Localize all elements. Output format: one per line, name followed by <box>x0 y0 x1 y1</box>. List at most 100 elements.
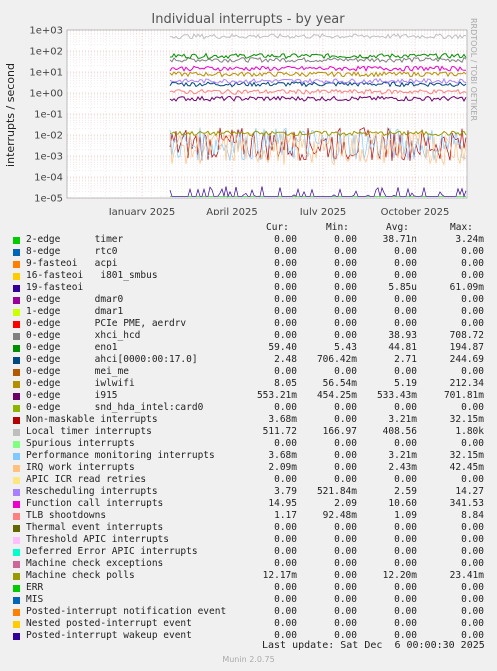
legend-row: APIC ICR read retries 0.00 0.00 0.00 0.00 <box>0 474 497 486</box>
legend-swatch <box>13 441 20 448</box>
legend-min-value: 0.00 <box>334 570 357 581</box>
legend-cur-value: 0.00 <box>274 546 297 557</box>
legend-cur-value: 0.00 <box>274 330 297 341</box>
legend-avg-value: 0.00 <box>394 606 417 617</box>
legend-cur-value: 0.00 <box>274 270 297 281</box>
legend-cur-value: 0.00 <box>274 534 297 545</box>
col-header-cur: Cur: <box>266 222 289 233</box>
legend-swatch <box>13 549 20 556</box>
legend-max-value: 708.72 <box>449 330 484 341</box>
legend-avg-value: 0.00 <box>394 618 417 629</box>
legend-cur-value: 2.48 <box>274 354 297 365</box>
legend-min-value: 0.00 <box>334 414 357 425</box>
x-tick-label: July 2025 <box>299 207 347 215</box>
legend-row: 19-fasteoi 0.00 0.00 5.85u 61.09m <box>0 282 497 294</box>
legend-swatch <box>13 429 20 436</box>
legend-swatch <box>13 237 20 244</box>
legend-label: 0-edge ahci[0000:00:17.0] <box>26 354 198 365</box>
legend-cur-value: 2.09m <box>268 462 297 473</box>
rrdtool-credit: RRDTOOL / TOBI OETIKER <box>469 18 478 121</box>
legend-max-value: 701.81m <box>443 390 484 401</box>
legend-label: 9-fasteoi acpi <box>26 258 118 269</box>
legend-max-value: 32.15m <box>449 414 484 425</box>
legend-avg-value: 2.43m <box>388 462 417 473</box>
series-lines <box>169 33 467 198</box>
legend-cur-value: 0.00 <box>274 630 297 641</box>
legend-cur-value: 1.17 <box>274 510 297 521</box>
legend-max-value: 32.15m <box>449 450 484 461</box>
legend-swatch <box>13 501 20 508</box>
legend-cur-value: 553.21m <box>256 390 297 401</box>
legend-swatch <box>13 405 20 412</box>
legend-min-value: 0.00 <box>334 258 357 269</box>
legend-row: MIS 0.00 0.00 0.00 0.00 <box>0 594 497 606</box>
y-axis-label: interrupts / second <box>4 63 17 167</box>
legend-max-value: 1.80k <box>455 426 484 437</box>
legend-min-value: 0.00 <box>334 618 357 629</box>
series-line <box>169 130 467 166</box>
legend-min-value: 0.00 <box>334 402 357 413</box>
legend-cur-value: 0.00 <box>274 258 297 269</box>
series-line <box>170 52 467 60</box>
legend-cur-value: 0.00 <box>274 618 297 629</box>
legend-min-value: 0.00 <box>334 450 357 461</box>
legend-label: Spurious interrupts <box>26 438 135 449</box>
legend-swatch <box>13 321 20 328</box>
legend-swatch <box>13 297 20 304</box>
legend-cur-value: 3.68m <box>268 450 297 461</box>
legend-label: Posted-interrupt notification event <box>26 606 227 617</box>
munin-version: Munin 2.0.75 <box>222 655 275 664</box>
legend-row: ERR 0.00 0.00 0.00 0.00 <box>0 582 497 594</box>
legend-max-value: 23.41m <box>449 570 484 581</box>
legend-avg-value: 38.93 <box>388 330 417 341</box>
legend-label: Posted-interrupt wakeup event <box>26 630 192 641</box>
series-line <box>169 33 467 40</box>
legend-label: Performance monitoring interrupts <box>26 450 215 461</box>
legend-min-value: 0.00 <box>334 630 357 641</box>
legend-avg-value: 3.21m <box>388 414 417 425</box>
legend-cur-value: 0.00 <box>274 402 297 413</box>
legend-swatch <box>13 453 20 460</box>
legend-avg-value: 0.00 <box>394 558 417 569</box>
legend-label: 0-edge PCIe PME, aerdrv <box>26 318 187 329</box>
legend-min-value: 92.48m <box>322 510 357 521</box>
legend-max-value: 0.00 <box>461 582 484 593</box>
y-tick-label: 1e+00 <box>29 89 63 100</box>
legend-row: 0-edge xhci_hcd 0.00 0.00 38.93 708.72 <box>0 330 497 342</box>
legend-max-value: 3.24m <box>455 234 484 245</box>
legend-max-value: 0.00 <box>461 306 484 317</box>
legend-swatch <box>13 573 20 580</box>
legend-swatch <box>13 585 20 592</box>
legend-cur-value: 0.00 <box>274 282 297 293</box>
legend-min-value: 521.84m <box>316 486 357 497</box>
legend-avg-value: 0.00 <box>394 402 417 413</box>
legend-min-value: 0.00 <box>334 270 357 281</box>
legend-row: Deferred Error APIC interrupts 0.00 0.00 0.… <box>0 546 497 558</box>
x-tick-label: April 2025 <box>206 207 257 215</box>
legend-max-value: 244.69 <box>449 354 484 365</box>
legend-label: 0-edge mei_me <box>26 366 129 377</box>
legend-swatch <box>13 333 20 340</box>
legend-avg-value: 408.56 <box>382 426 417 437</box>
legend-max-value: 0.00 <box>461 438 484 449</box>
legend-max-value: 0.00 <box>461 258 484 269</box>
legend-label: Machine check exceptions <box>26 558 164 569</box>
legend-row: Threshold APIC interrupts 0.00 0.00 0.00 0.0… <box>0 534 497 546</box>
legend-swatch <box>13 381 20 388</box>
legend-label: Non-maskable interrupts <box>26 414 158 425</box>
legend-swatch <box>13 537 20 544</box>
legend-avg-value: 38.71n <box>382 234 417 245</box>
legend-max-value: 0.00 <box>461 546 484 557</box>
legend-avg-value: 44.81 <box>388 342 417 353</box>
legend-swatch <box>13 597 20 604</box>
legend-row: 0-edge PCIe PME, aerdrv 0.00 0.00 0.00 0.00 <box>0 318 497 330</box>
legend-avg-value: 0.00 <box>394 246 417 257</box>
legend-min-value: 0.00 <box>334 606 357 617</box>
legend-avg-value: 0.00 <box>394 474 417 485</box>
legend-avg-value: 0.00 <box>394 270 417 281</box>
legend-cur-value: 0.00 <box>274 522 297 533</box>
legend-min-value: 0.00 <box>334 534 357 545</box>
legend-min-value: 0.00 <box>334 582 357 593</box>
legend-label: Nested posted-interrupt event <box>26 618 192 629</box>
legend-min-value: 0.00 <box>334 234 357 245</box>
